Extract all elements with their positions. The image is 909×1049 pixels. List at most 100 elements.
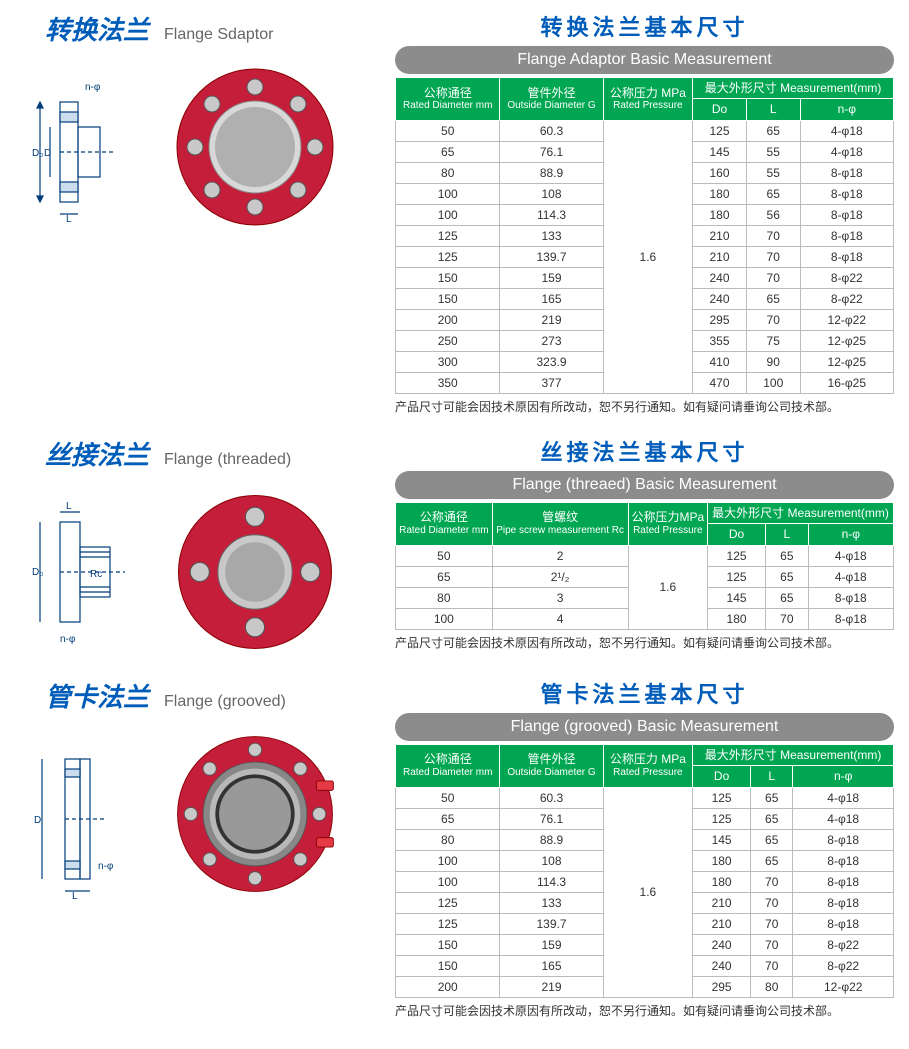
table-cell: 70: [751, 955, 793, 976]
table-cell: 60.3: [500, 120, 603, 141]
table-cell: 56: [746, 204, 800, 225]
table-cell: 8-φ18: [793, 829, 894, 850]
table-cell: 70: [751, 913, 793, 934]
svg-text:L: L: [72, 891, 78, 899]
svg-text:n-φ: n-φ: [98, 861, 114, 872]
left-column: 管卡法兰 Flange (grooved) D L n-φ: [15, 677, 395, 899]
table-cell: 8-φ18: [808, 587, 893, 608]
svg-text:D₀: D₀: [32, 567, 43, 578]
spec-table: 公称通径Rated Diameter mm 管螺纹Pipe screw meas…: [395, 502, 894, 630]
table-cell: 133: [500, 892, 603, 913]
table-cell: 323.9: [500, 351, 603, 372]
table-cell: 8-φ22: [793, 934, 894, 955]
table-cell: 65: [751, 808, 793, 829]
product-images: D₀ Rc L n-φ: [15, 487, 395, 657]
section-flange-threaded: 丝接法兰 Flange (threaded) D₀ Rc L: [15, 435, 894, 657]
table-row: 5060.31.6125654-φ18: [396, 120, 894, 141]
table-cell: 100: [396, 608, 493, 629]
table-cell: 12-φ25: [800, 351, 893, 372]
table-header: 公称通径Rated Diameter mm 管件外径Outside Diamet…: [396, 78, 894, 121]
table-cell: 65: [746, 183, 800, 204]
table-cell: 125: [693, 120, 747, 141]
svg-text:L: L: [66, 501, 72, 512]
table-cell: 2: [492, 545, 628, 566]
table-cell: 377: [500, 372, 603, 393]
table-cell: 80: [751, 976, 793, 997]
table-cell: 55: [746, 162, 800, 183]
table-cell: 350: [396, 372, 500, 393]
table-cell: 108: [500, 850, 603, 871]
table-cell: 4-φ18: [793, 808, 894, 829]
svg-text:D: D: [34, 815, 41, 826]
table-cell: 65: [746, 120, 800, 141]
table-cell: 114.3: [500, 204, 603, 225]
svg-text:D₀: D₀: [32, 148, 43, 159]
table-title-en: Flange (grooved) Basic Measurement: [395, 713, 894, 741]
table-header: 公称通径Rated Diameter mm 管螺纹Pipe screw meas…: [396, 502, 894, 545]
title-cn: 丝接法兰: [45, 435, 149, 472]
footnote: 产品尺寸可能会因技术原因有所改动，恕不另行通知。如有疑问请垂询公司技术部。: [395, 398, 894, 415]
table-cell: 50: [396, 787, 500, 808]
table-cell: 139.7: [500, 913, 603, 934]
table-cell: 8-φ18: [793, 850, 894, 871]
table-cell: 80: [396, 829, 500, 850]
table-cell: 76.1: [500, 141, 603, 162]
pressure-cell: 1.6: [603, 120, 693, 393]
product-photo: [170, 62, 340, 232]
table-cell: 125: [693, 808, 751, 829]
table-cell: 12-φ22: [800, 309, 893, 330]
table-cell: 219: [500, 976, 603, 997]
svg-text:n-φ: n-φ: [60, 634, 76, 645]
table-cell: 55: [746, 141, 800, 162]
table-cell: 210: [693, 246, 747, 267]
table-cell: 4-φ18: [800, 141, 893, 162]
table-cell: 159: [500, 934, 603, 955]
right-column: 转换法兰基本尺寸 Flange Adaptor Basic Measuremen…: [395, 10, 894, 415]
table-cell: 150: [396, 288, 500, 309]
table-cell: 165: [500, 288, 603, 309]
table-cell: 88.9: [500, 162, 603, 183]
table-cell: 240: [693, 288, 747, 309]
section-flange-adaptor: 转换法兰 Flange Sdaptor D₀ D L: [15, 10, 894, 415]
table-cell: 240: [693, 934, 751, 955]
table-cell: 70: [751, 871, 793, 892]
section-flange-grooved: 管卡法兰 Flange (grooved) D L n-φ: [15, 677, 894, 1019]
table-cell: 4-φ18: [808, 545, 893, 566]
table-cell: 108: [500, 183, 603, 204]
title-en: Flange (threaded): [164, 451, 291, 469]
table-cell: 100: [396, 183, 500, 204]
table-cell: 65: [766, 566, 809, 587]
table-cell: 12-φ22: [793, 976, 894, 997]
left-column: 丝接法兰 Flange (threaded) D₀ Rc L: [15, 435, 395, 657]
table-cell: 210: [693, 892, 751, 913]
table-cell: 150: [396, 934, 500, 955]
product-images: D₀ D L n-φ: [15, 62, 395, 232]
table-cell: 410: [693, 351, 747, 372]
table-cell: 150: [396, 267, 500, 288]
table-row: 5021.6125654-φ18: [396, 545, 894, 566]
table-cell: 200: [396, 976, 500, 997]
table-cell: 8-φ18: [800, 204, 893, 225]
left-column: 转换法兰 Flange Sdaptor D₀ D L: [15, 10, 395, 232]
table-cell: 8-φ18: [800, 183, 893, 204]
table-title-cn: 丝接法兰基本尺寸: [395, 435, 894, 467]
table-cell: 210: [693, 225, 747, 246]
table-cell: 355: [693, 330, 747, 351]
technical-diagram: D₀ Rc L n-φ: [30, 497, 150, 647]
table-cell: 65: [396, 808, 500, 829]
table-title-en: Flange (threaed) Basic Measurement: [395, 471, 894, 499]
table-body: 5060.31.6125654-φ186576.1125654-φ188088.…: [396, 787, 894, 997]
title-cn: 转换法兰: [45, 10, 149, 47]
table-cell: 100: [746, 372, 800, 393]
right-column: 管卡法兰基本尺寸 Flange (grooved) Basic Measurem…: [395, 677, 894, 1019]
title-en: Flange (grooved): [164, 693, 286, 711]
table-cell: 145: [708, 587, 766, 608]
technical-diagram: D L n-φ: [30, 739, 150, 889]
table-cell: 125: [693, 787, 751, 808]
table-cell: 180: [693, 871, 751, 892]
table-cell: 145: [693, 141, 747, 162]
table-cell: 65: [396, 141, 500, 162]
spec-table: 公称通径Rated Diameter mm 管件外径Outside Diamet…: [395, 77, 894, 394]
table-cell: 50: [396, 120, 500, 141]
table-cell: 8-φ18: [793, 913, 894, 934]
